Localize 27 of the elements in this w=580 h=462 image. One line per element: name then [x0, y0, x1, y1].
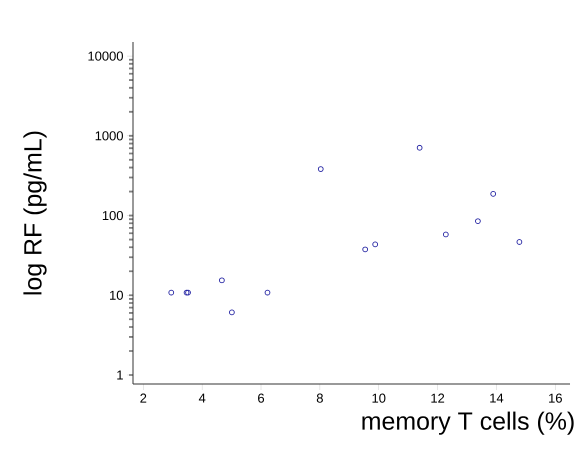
x-tick-label: 14	[490, 394, 504, 402]
x-tick-label: 2	[140, 394, 146, 403]
point	[318, 166, 324, 172]
x-tick-label: 8	[316, 394, 323, 403]
y-axis-title: log RF (pg/mL)	[23, 132, 47, 294]
y-tick-label: 10000	[88, 51, 123, 61]
point	[372, 242, 378, 248]
x-tick-label: 12	[431, 394, 444, 403]
point	[168, 290, 174, 296]
point	[475, 218, 481, 224]
x-tick-label: 16	[549, 394, 562, 403]
y-tick-label: 1	[117, 370, 123, 380]
x-axis-title: memory T cells (%)	[362, 412, 574, 435]
point	[516, 239, 522, 245]
point	[416, 144, 422, 151]
point	[264, 290, 270, 296]
y-tick-label: 10	[110, 290, 123, 300]
y-tick-label: 1000	[96, 131, 123, 140]
x-tick-label: 10	[372, 394, 386, 403]
point	[362, 246, 368, 252]
y-tick-label: 100	[102, 210, 123, 220]
x-tick-label: 6	[258, 394, 264, 403]
point	[442, 232, 449, 238]
point	[490, 191, 496, 197]
point	[229, 310, 235, 316]
x-tick-label: 4	[198, 394, 206, 402]
point	[219, 277, 225, 284]
